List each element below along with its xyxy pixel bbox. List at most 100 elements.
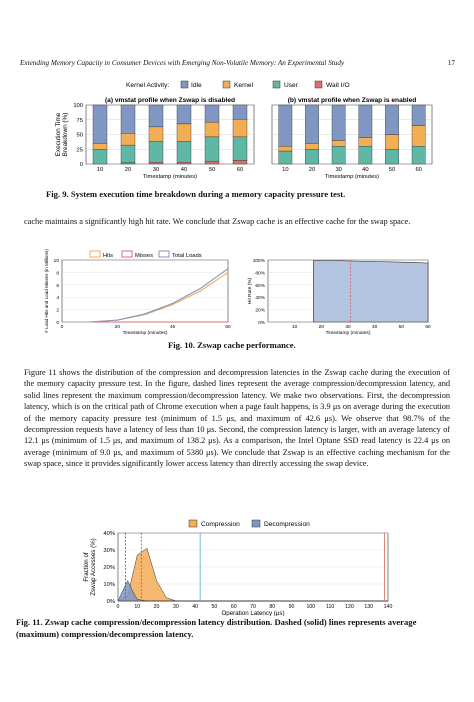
fig11-xtick-label: 70: [250, 604, 256, 610]
fig9a-bar-idle-60: [232, 104, 248, 120]
fig9b-xtick-label: 40: [362, 167, 368, 173]
fig9-caption: Fig. 9. System execution time breakdown …: [46, 189, 346, 199]
fig9b-bar-user-50: [385, 149, 399, 165]
fig9b-bar-kernel-40: [358, 137, 373, 147]
fig10b-xtick-label: 10: [292, 324, 298, 330]
fig9a-bar-user-50: [204, 136, 220, 162]
fig11-ylabel-line2: Zswap Accesses (%): [90, 538, 97, 595]
fig9a-xtick-label: 10: [97, 167, 103, 173]
fig10b-xtick-label: 60: [425, 324, 431, 330]
fig9b-bar-user-10: [278, 150, 293, 165]
fig11-ytick-label: 20%: [103, 565, 115, 571]
fig11-xtick-label: 90: [289, 604, 295, 610]
fig11-ytick-label: 40%: [103, 531, 115, 537]
fig10a-ytick-label: 4: [56, 295, 59, 301]
fig9b-bar-kernel-30: [331, 140, 346, 147]
fig10-panel-a: 0 2 4 6 8 10 0 20 40 60 Timestamp (minutes) # Load …: [44, 249, 231, 336]
fig10b-ytick-label: 0%: [258, 320, 266, 326]
fig9b-xtick-label: 30: [335, 167, 341, 173]
fig11-plot: 0% 10% 20% 30% 40% 0 10 20 30 40 50 60 70 80 90 100 110 1…: [83, 531, 392, 616]
legend-swatch-user: [272, 80, 281, 89]
legend-label-decompression: Decompression: [264, 521, 310, 528]
fig9b-bar-user-40: [358, 146, 373, 165]
figure-11: Compression Decompression 0% 10% 20% 30% 40%…: [83, 519, 392, 616]
fig10b-xtick-label: 40: [372, 324, 378, 330]
fig9a-xlabel: Timestamp (minutes): [143, 174, 197, 180]
fig11-ytick-label: 10%: [103, 582, 115, 588]
legend-swatch-compression: [188, 519, 198, 528]
fig11-xtick-label: 40: [192, 604, 198, 610]
fig9a-xtick-label: 30: [153, 167, 159, 173]
legend-label-kernel: Kernel: [234, 82, 254, 89]
fig10b-xtick-label: 20: [319, 324, 325, 330]
fig11-xtick-label: 80: [269, 604, 275, 610]
fig11-xtick-label: 110: [326, 604, 334, 610]
fig9a-xtick-label: 20: [125, 167, 131, 173]
fig9-legend: Kernel Activity: Idle Kernel User Wait I…: [126, 80, 350, 89]
fig10b-ytick-label: 80%: [255, 270, 265, 276]
fig9a-bar-user-10: [92, 149, 108, 165]
fig9a-bar-kernel-10: [92, 143, 108, 150]
fig10b-ytick-label: 20%: [255, 308, 265, 314]
fig10a-xtick-label: 20: [115, 324, 121, 330]
fig9a-ylabel-line2: Breakdown (%): [62, 113, 69, 157]
fig9b-bar-idle-30: [331, 104, 346, 141]
legend-label-hits: Hits: [103, 253, 113, 259]
fig9b-bar-idle-10: [278, 104, 293, 147]
legend-swatch-total-loads: [158, 250, 170, 258]
legend-swatch-misses: [121, 250, 133, 258]
fig9a-bar-idle-40: [176, 104, 192, 125]
fig11-xtick-label: 60: [231, 604, 237, 610]
running-header: Extending Memory Capacity in Consumer De…: [20, 59, 455, 67]
fig9b-xtick-label: 20: [309, 167, 315, 173]
fig11-ytick-label: 30%: [103, 548, 115, 554]
legend-label-waitio: Wait I/O: [326, 82, 350, 89]
figure-9: Kernel Activity: Idle Kernel User Wait I…: [55, 80, 433, 180]
fig9b-bar-user-20: [305, 149, 319, 165]
fig9a-xtick-label: 60: [237, 167, 243, 173]
fig9a-bar-idle-50: [204, 104, 220, 123]
figure-10: Hits Misses Total Loads 0 2 4 6 8 10 0 20 40 60 Ti…: [44, 249, 431, 336]
fig9b-bar-user-30: [331, 146, 346, 165]
fig11-area-decompression: [117, 580, 388, 602]
fig10a-xtick-label: 60: [225, 324, 231, 330]
fig10a-line-totalloads: [89, 268, 229, 323]
fig9b-bar-idle-60: [411, 104, 426, 126]
fig9a-bar-kernel-30: [148, 126, 164, 142]
fig9a-ytick-label: 75: [77, 118, 83, 124]
legend-swatch-waitio: [314, 80, 323, 89]
fig9b-xtick-label: 10: [282, 167, 288, 173]
fig10b-xlabel: Timestamp (minutes): [326, 330, 371, 336]
fig9b-bar-user-60: [411, 146, 426, 165]
fig11-xtick-label: 0: [117, 604, 120, 610]
fig9a-bar-waitio-60: [232, 160, 248, 165]
fig9b-bar-kernel-10: [278, 146, 293, 152]
fig9b-bar-kernel-60: [411, 125, 426, 147]
legend-swatch-idle: [180, 80, 189, 89]
fig9a-bar-kernel-40: [176, 123, 192, 142]
paragraph-2: Figure 11 shows the distribution of the …: [24, 368, 450, 469]
fig9a-bar-kernel-50: [204, 121, 220, 138]
fig9b-xlabel: Timestamp (minutes): [325, 174, 379, 180]
fig9a-bar-waitio-50: [204, 161, 220, 165]
legend-swatch-decompression: [251, 519, 261, 528]
fig10-panel-b: 0% 20% 40% 60% 80% 100% 10 20 30 40 50 60 Timestamp …: [247, 258, 431, 336]
legend-label-compression: Compression: [201, 521, 240, 528]
fig10b-ytick-label: 60%: [255, 283, 265, 289]
fig11-ylabel-line1: Fraction of: [83, 552, 90, 582]
fig9a-title: (a) vmstat profile when Zswap is disable…: [105, 97, 235, 104]
fig11-ytick-label: 0%: [107, 599, 115, 605]
fig11-xtick-label: 120: [345, 604, 354, 610]
fig9a-ytick-label: 0: [80, 162, 83, 168]
fig11-xtick-label: 130: [364, 604, 373, 610]
legend-label-idle: Idle: [191, 82, 202, 89]
fig11-xlabel: Operation Latency (μs): [221, 610, 284, 616]
fig10a-ytick-label: 10: [54, 258, 60, 264]
fig10a-plot-frame: [61, 259, 229, 323]
fig9-legend-title: Kernel Activity:: [126, 82, 169, 89]
fig10a-ytick-label: 8: [56, 270, 59, 276]
fig10-caption: Fig. 10. Zswap cache performance.: [168, 340, 296, 350]
fig9b-bar-idle-50: [385, 104, 399, 135]
fig11-xtick-label: 10: [134, 604, 140, 610]
fig10a-ytick-label: 2: [56, 308, 59, 314]
